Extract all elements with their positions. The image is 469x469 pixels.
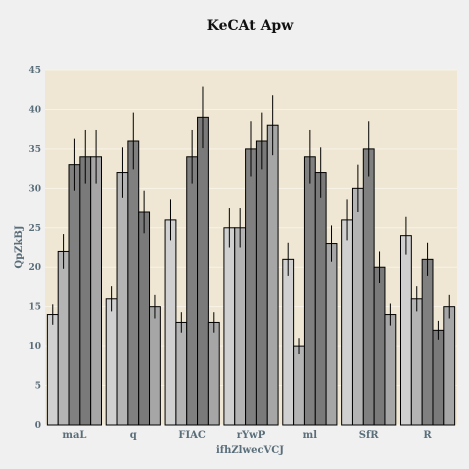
y-tick-label: 0 [35, 421, 41, 431]
y-ticks: 0 5 10 15 20 25 30 35 40 45 [28, 66, 41, 431]
bar [186, 156, 199, 426]
bar [384, 314, 397, 426]
bars [46, 86, 456, 426]
y-tick-label: 40 [28, 105, 41, 115]
y-tick-label: 20 [28, 263, 41, 273]
y-tick-label: 10 [28, 342, 41, 352]
y-tick-label: 25 [28, 224, 41, 234]
y-tick-label: 5 [35, 382, 41, 392]
bar [79, 156, 92, 426]
bar [149, 306, 161, 426]
x-tick-label: R [423, 430, 432, 441]
bar [410, 298, 423, 426]
x-ticks: maL q FIAC rYwP ml SfR R [62, 430, 432, 441]
bar [303, 156, 316, 426]
bar [197, 116, 209, 426]
bar [223, 227, 236, 426]
x-tick-label: rYwP [237, 430, 266, 441]
x-tick-label: FIAC [178, 430, 206, 441]
bar [432, 329, 445, 426]
y-tick-label: 35 [28, 145, 41, 155]
bar [138, 211, 151, 426]
bar [68, 164, 81, 426]
x-tick-label: ml [303, 430, 318, 441]
bar [314, 172, 327, 426]
bar [351, 187, 364, 426]
bar [127, 140, 140, 426]
bar [207, 321, 220, 426]
bar [234, 227, 247, 426]
bar [46, 314, 59, 426]
bar [164, 219, 177, 426]
bar [421, 258, 434, 426]
bar [443, 306, 456, 426]
y-axis-label: QpZkBJ [14, 225, 25, 268]
bar [175, 321, 188, 426]
y-tick-label: 45 [28, 66, 41, 76]
bar [255, 140, 268, 426]
bar [57, 250, 70, 426]
bar [282, 258, 295, 426]
bar [105, 298, 118, 426]
y-tick-label: 30 [28, 184, 41, 194]
bar [293, 345, 305, 426]
y-tick-label: 15 [28, 303, 41, 313]
bar [362, 148, 375, 426]
x-tick-label: SfR [359, 430, 380, 441]
chart-title: KeCAt Apw [207, 18, 295, 34]
bar [90, 156, 103, 426]
bar [399, 235, 412, 426]
bar [116, 172, 129, 426]
x-axis-label: ifhZlwecVCJ [216, 445, 284, 456]
bar [341, 219, 353, 426]
x-tick-label: q [130, 430, 137, 441]
bar [266, 124, 279, 426]
bar [373, 266, 386, 426]
x-tick-label: maL [62, 430, 86, 441]
bar [245, 148, 257, 426]
bar [325, 243, 338, 426]
